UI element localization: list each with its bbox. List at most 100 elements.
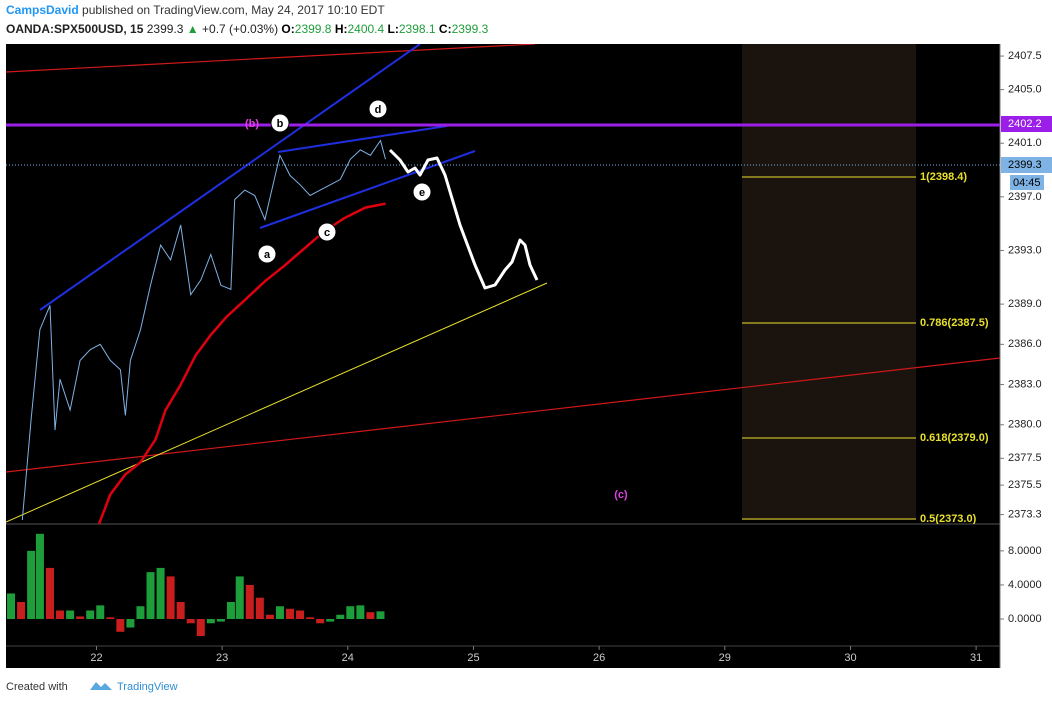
histogram-bar xyxy=(35,533,44,620)
wave-label: (b) xyxy=(245,118,259,130)
histogram-bar xyxy=(196,619,205,637)
y-tick-label: 0.0000 xyxy=(1008,613,1042,625)
y-tick-label: 2380.0 xyxy=(1008,419,1042,431)
yellow-trendline xyxy=(6,282,548,523)
fib-zone xyxy=(742,44,916,520)
x-tick-label: 22 xyxy=(90,652,102,664)
histogram-bar xyxy=(275,606,284,620)
wave-label: d xyxy=(375,104,382,116)
histogram-bar xyxy=(17,601,26,620)
x-tick-label: 25 xyxy=(467,652,479,664)
histogram-bar xyxy=(376,611,385,620)
time-tag-bg xyxy=(1010,175,1044,190)
last: 2399.3 xyxy=(147,22,184,36)
price-tag-bg xyxy=(1001,157,1052,173)
price-tag-bg xyxy=(1001,116,1052,132)
red-trendline xyxy=(6,44,536,73)
y-tick-label: 2375.5 xyxy=(1008,479,1042,491)
histogram-bar xyxy=(235,576,244,620)
histogram-bar xyxy=(106,617,115,620)
histogram-bar xyxy=(66,610,75,620)
wave-marker xyxy=(412,182,432,202)
published: published on TradingView.com, May 24, 20… xyxy=(82,3,385,17)
histogram-bar xyxy=(27,550,36,620)
y-tick-label: 2405.0 xyxy=(1008,83,1042,95)
histogram-bar xyxy=(76,616,85,620)
footer-brand[interactable]: TradingView xyxy=(117,681,178,693)
h-label: H: xyxy=(335,22,348,36)
y-tick-label: 2393.0 xyxy=(1008,244,1042,256)
y-tick-label: 2373.3 xyxy=(1008,509,1042,521)
arrow: ▲ xyxy=(187,22,199,36)
x-tick-label: 23 xyxy=(216,652,228,664)
header-line-1: CampsDavid published on TradingView.com,… xyxy=(6,3,385,17)
fib-label: 0.786(2387.5) xyxy=(920,317,989,329)
histogram-bar xyxy=(286,608,294,620)
wave-marker xyxy=(317,222,337,242)
o-value: 2399.8 xyxy=(295,22,332,36)
histogram-bar xyxy=(7,593,16,620)
histogram-bar xyxy=(116,619,125,632)
author[interactable]: CampsDavid xyxy=(6,3,79,17)
fib-label: 0.618(2379.0) xyxy=(920,432,989,444)
fib-label: 0.5(2373.0) xyxy=(920,513,977,525)
histogram-bar xyxy=(255,597,264,620)
histogram-bar xyxy=(326,619,335,622)
histogram-bar xyxy=(126,619,135,628)
o-label: O: xyxy=(281,22,294,36)
price-tag: 2402.2 xyxy=(1008,118,1042,130)
histogram-bar xyxy=(206,619,215,624)
histogram-bar xyxy=(56,610,65,620)
histogram-bar xyxy=(136,606,145,620)
drawings xyxy=(6,44,1000,523)
histogram-bar xyxy=(306,617,315,620)
wave-marker xyxy=(368,99,388,119)
blue-trendline xyxy=(277,125,448,153)
histogram-bar xyxy=(166,576,175,620)
histogram-bar xyxy=(356,605,365,620)
blue-trendline xyxy=(39,44,421,311)
histogram-bar xyxy=(366,612,375,620)
wave-label: (c) xyxy=(614,489,628,501)
wave-label: b xyxy=(277,118,284,130)
y-tick-label: 2386.0 xyxy=(1008,338,1042,350)
y-tick-label: 2397.0 xyxy=(1008,191,1042,203)
x-tick-label: 24 xyxy=(342,652,354,664)
c-label: C: xyxy=(439,22,452,36)
histogram-bar xyxy=(216,619,225,622)
l-value: 2398.1 xyxy=(399,22,436,36)
brand-logo xyxy=(90,682,112,690)
x-tick-label: 30 xyxy=(844,652,856,664)
footer-created: Created with xyxy=(6,681,68,693)
symbol: OANDA:SPX500USD, 15 xyxy=(6,22,144,36)
histogram-bar xyxy=(86,610,95,620)
x-tick-label: 26 xyxy=(593,652,605,664)
histogram-bar xyxy=(346,606,355,620)
c-value: 2399.3 xyxy=(452,22,489,36)
wave-marker xyxy=(257,244,277,264)
y-tick-label: 4.0000 xyxy=(1008,579,1042,591)
y-tick-label: 8.0000 xyxy=(1008,545,1042,557)
y-tick-label: 2407.5 xyxy=(1008,50,1042,62)
histogram-bar xyxy=(186,619,195,624)
x-tick-label: 29 xyxy=(719,652,731,664)
fib-label: 1(2398.4) xyxy=(920,171,967,183)
histogram-bar xyxy=(146,572,155,620)
wave-marker xyxy=(270,113,290,133)
price-line xyxy=(21,139,386,521)
histogram-bar xyxy=(226,601,235,620)
histogram-bar xyxy=(296,610,305,620)
histogram-bar xyxy=(245,584,254,620)
y-tick-label: 2383.0 xyxy=(1008,378,1042,390)
y-tick-label: 2377.5 xyxy=(1008,452,1042,464)
red-trendline xyxy=(6,357,1000,473)
wave-label: e xyxy=(419,187,425,199)
h-value: 2400.4 xyxy=(347,22,384,36)
histogram-bar xyxy=(96,605,105,620)
projection-path xyxy=(388,148,539,290)
change: +0.7 (+0.03%) xyxy=(202,22,278,36)
l-label: L: xyxy=(388,22,399,36)
histogram-bar xyxy=(156,567,165,620)
histogram-bar xyxy=(176,601,185,620)
